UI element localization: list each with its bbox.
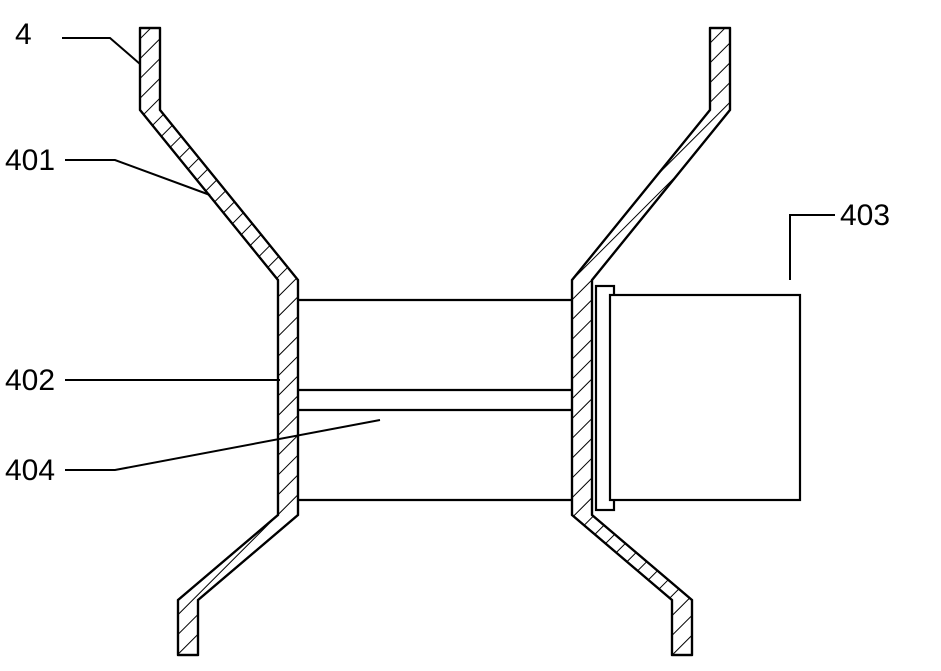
leader-3	[65, 420, 380, 470]
label-403: 403	[840, 199, 890, 232]
left-wall-hatched	[140, 28, 298, 655]
label-402: 402	[5, 364, 55, 397]
label-404: 404	[5, 454, 55, 487]
leader-4	[790, 215, 835, 280]
label-401: 401	[5, 144, 55, 177]
label-4: 4	[15, 18, 32, 51]
leader-0	[62, 38, 140, 64]
motor-box	[610, 295, 800, 500]
